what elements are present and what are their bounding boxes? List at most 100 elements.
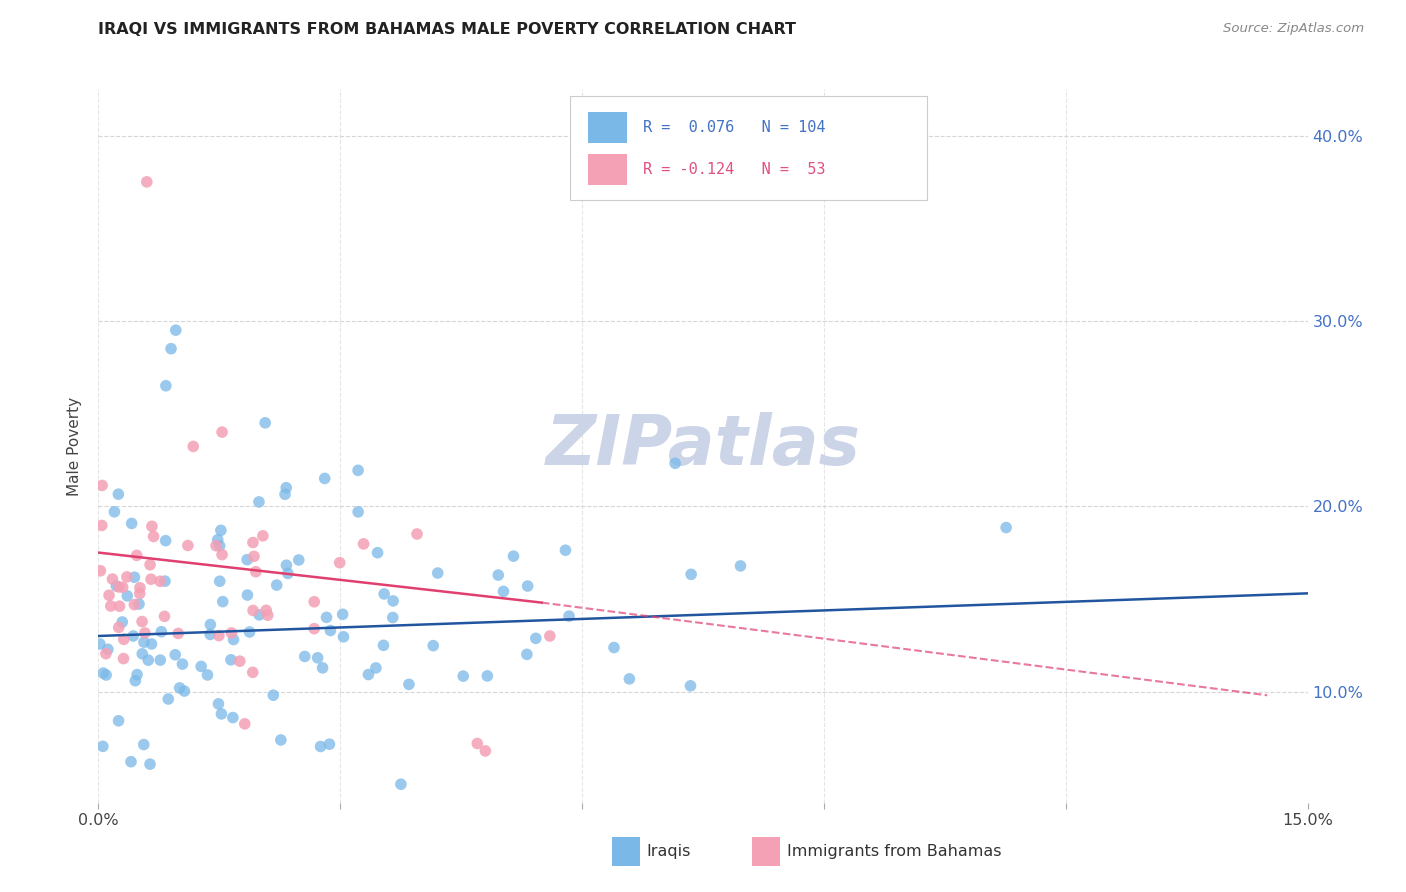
Point [252, 529, 274, 543]
Point [139, 572, 162, 586]
Point [141, 637, 163, 651]
Point [311, 661, 333, 675]
Point [664, 456, 686, 470]
Point [221, 626, 243, 640]
Point [197, 668, 219, 682]
Point [205, 539, 228, 553]
Point [995, 520, 1018, 534]
Point [262, 688, 284, 702]
Point [172, 657, 194, 672]
Point [96, 668, 118, 682]
Point [211, 548, 233, 562]
Point [153, 574, 176, 588]
Point [332, 630, 354, 644]
Point [381, 610, 404, 624]
Point [112, 632, 135, 647]
Point [132, 635, 155, 649]
Point [274, 487, 297, 501]
Point [149, 574, 172, 589]
Point [124, 598, 146, 612]
Point [142, 529, 165, 543]
Point [465, 737, 488, 751]
Point [502, 549, 524, 564]
Point [200, 617, 222, 632]
Point [111, 615, 134, 629]
Point [209, 706, 232, 721]
Text: Source: ZipAtlas.com: Source: ZipAtlas.com [1223, 22, 1364, 36]
Point [287, 553, 309, 567]
Point [124, 673, 146, 688]
Point [91, 666, 114, 681]
Point [307, 650, 329, 665]
Point [135, 175, 157, 189]
Point [329, 556, 352, 570]
Point [208, 539, 231, 553]
Point [681, 567, 703, 582]
Point [730, 558, 752, 573]
Point [222, 632, 245, 647]
Point [111, 580, 134, 594]
Point [364, 661, 387, 675]
Point [309, 739, 332, 754]
Point [558, 609, 581, 624]
Point [276, 481, 298, 495]
Point [107, 580, 129, 594]
Point [132, 738, 155, 752]
Point [229, 654, 252, 668]
Point [474, 744, 496, 758]
Point [486, 568, 509, 582]
Point [139, 558, 162, 572]
Point [181, 439, 204, 453]
Point [112, 651, 135, 665]
Point [554, 543, 576, 558]
Point [155, 378, 177, 392]
Point [242, 665, 264, 680]
Point [89, 637, 111, 651]
Point [157, 692, 180, 706]
Point [101, 572, 124, 586]
Point [107, 487, 129, 501]
Point [238, 624, 260, 639]
Point [208, 574, 231, 589]
Point [107, 714, 129, 728]
Point [451, 669, 474, 683]
Point [367, 546, 389, 560]
Point [243, 549, 266, 564]
Point [139, 757, 162, 772]
Point [208, 629, 231, 643]
Point [117, 589, 139, 603]
Point [236, 552, 259, 566]
Point [91, 739, 114, 754]
Point [107, 620, 129, 634]
Point [516, 648, 538, 662]
Point [169, 681, 191, 695]
Point [165, 323, 187, 337]
Point [398, 677, 420, 691]
Point [91, 478, 114, 492]
Point [347, 505, 370, 519]
Point [422, 639, 444, 653]
Point [236, 588, 259, 602]
Point [115, 570, 138, 584]
Point [247, 607, 270, 622]
Point [211, 594, 233, 608]
Point [90, 518, 112, 533]
Text: Iraqis: Iraqis [647, 845, 692, 859]
Point [207, 533, 229, 547]
Point [89, 564, 111, 578]
Point [131, 647, 153, 661]
Point [254, 416, 277, 430]
Point [108, 599, 131, 614]
Point [242, 603, 264, 617]
Point [603, 640, 626, 655]
Point [270, 733, 292, 747]
Point [219, 653, 242, 667]
Point [167, 626, 190, 640]
Point [294, 649, 316, 664]
Point [426, 566, 449, 580]
Point [382, 594, 405, 608]
FancyBboxPatch shape [588, 154, 627, 185]
Point [477, 669, 499, 683]
Text: R = -0.124   N =  53: R = -0.124 N = 53 [643, 162, 825, 178]
Point [105, 579, 128, 593]
